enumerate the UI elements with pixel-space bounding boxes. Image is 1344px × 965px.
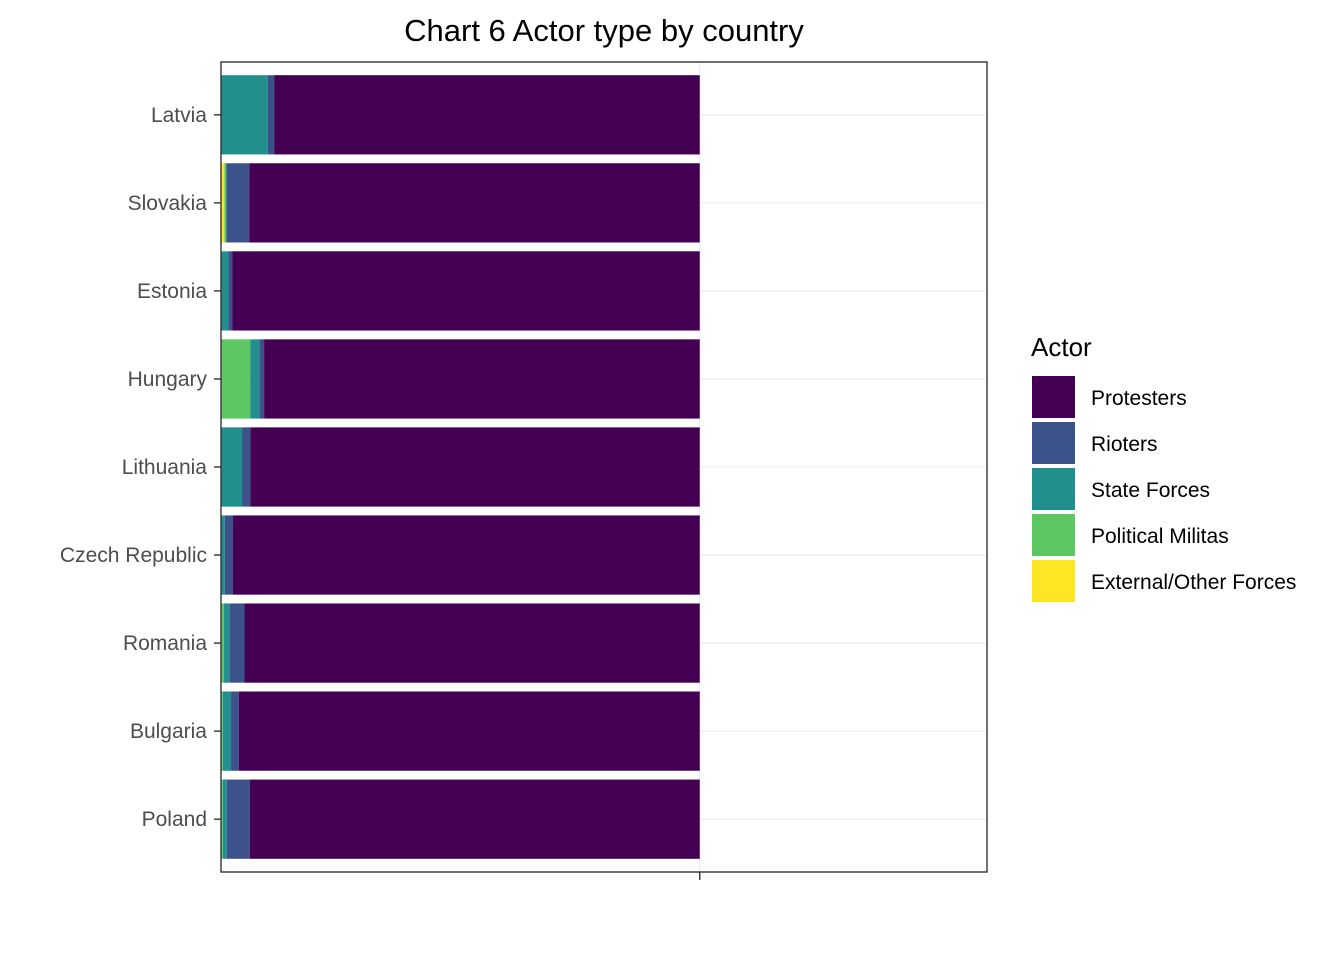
- y-tick-label-bulgaria: Bulgaria: [130, 720, 207, 743]
- bar-romania-rioters: [229, 603, 245, 683]
- bar-bulgaria-protesters: [238, 691, 700, 771]
- y-tick-label-estonia: Estonia: [137, 280, 207, 303]
- bar-poland-protesters: [249, 779, 700, 859]
- bar-hungary-rioters: [259, 339, 265, 419]
- bar-latvia-rioters: [267, 75, 275, 155]
- y-tick-label-lithuania: Lithuania: [122, 456, 208, 479]
- legend: Actor Protesters Rioters State Forces Politi…: [1031, 332, 1296, 602]
- y-tick-label-poland: Poland: [142, 808, 207, 831]
- bar-lithuania-protesters: [250, 427, 700, 507]
- legend-label-rioters: Rioters: [1091, 433, 1158, 456]
- bar-romania-state-forces: [223, 603, 230, 683]
- legend-key-rioters: [1032, 422, 1075, 464]
- legend-label-political-militas: Political Militas: [1091, 525, 1229, 548]
- y-tick-label-czech-republic: Czech Republic: [60, 544, 207, 567]
- bar-lithuania-rioters: [242, 427, 251, 507]
- legend-title: Actor: [1031, 332, 1092, 362]
- bar-slovakia-rioters: [226, 163, 250, 243]
- bar-slovakia-protesters: [249, 163, 700, 243]
- legend-label-protesters: Protesters: [1091, 387, 1187, 410]
- bar-estonia-protesters: [232, 251, 700, 331]
- bar-estonia-rioters: [228, 251, 233, 331]
- bar-bulgaria-state-forces: [222, 691, 232, 771]
- legend-key-protesters: [1032, 376, 1075, 418]
- bar-estonia-state-forces: [221, 251, 229, 331]
- bar-czech-republic-protesters: [232, 515, 700, 595]
- bar-slovakia-external-other-forces: [221, 163, 225, 243]
- y-tick-label-hungary: Hungary: [128, 368, 208, 391]
- bar-latvia-state-forces: [221, 75, 268, 155]
- legend-key-external-other-forces: [1032, 560, 1075, 602]
- bar-romania-protesters: [244, 603, 700, 683]
- bar-latvia-protesters: [274, 75, 700, 155]
- legend-label-external-other-forces: External/Other Forces: [1091, 571, 1296, 594]
- chart-title: Chart 6 Actor type by country: [404, 13, 804, 48]
- legend-key-political-militas: [1032, 514, 1075, 556]
- bar-czech-republic-rioters: [224, 515, 233, 595]
- axes: Latvia Slovakia Estonia Hungary Lithuania Cze…: [60, 104, 701, 880]
- bar-slovakia-political-militas: [224, 163, 227, 243]
- bar-poland-political-militas: [221, 779, 223, 859]
- y-tick-label-latvia: Latvia: [151, 104, 207, 127]
- bars: [221, 75, 700, 859]
- bar-bulgaria-rioters: [231, 691, 239, 771]
- bar-hungary-state-forces: [250, 339, 260, 419]
- y-tick-label-romania: Romania: [123, 632, 207, 655]
- bar-poland-rioters: [226, 779, 250, 859]
- legend-key-state-forces: [1032, 468, 1075, 510]
- bar-poland-state-forces: [222, 779, 227, 859]
- legend-label-state-forces: State Forces: [1091, 479, 1210, 502]
- bar-lithuania-state-forces: [221, 427, 243, 507]
- bar-hungary-political-militas: [221, 339, 251, 419]
- bar-czech-republic-state-forces: [221, 515, 225, 595]
- y-tick-label-slovakia: Slovakia: [128, 192, 208, 215]
- bar-bulgaria-political-militas: [221, 691, 223, 771]
- bar-romania-political-militas: [221, 603, 224, 683]
- bar-hungary-protesters: [264, 339, 700, 419]
